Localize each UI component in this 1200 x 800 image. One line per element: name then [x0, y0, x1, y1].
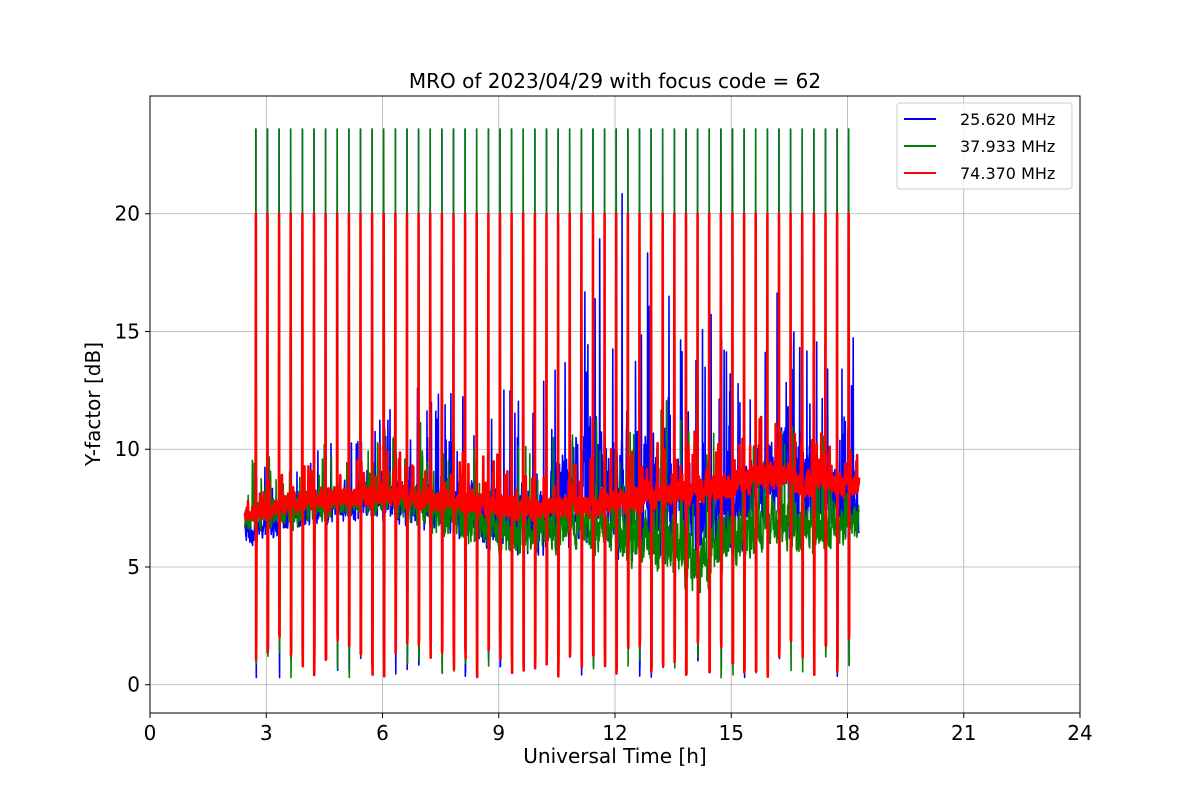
x-tick-label: 21: [951, 721, 976, 745]
y-axis-label: Y-factor [dB]: [81, 342, 105, 467]
legend: 25.620 MHz 37.933 MHz 74.370 MHz: [896, 102, 1073, 190]
x-tick-label: 6: [376, 721, 389, 745]
legend-label: 37.933 MHz: [960, 137, 1055, 156]
legend-items: 25.620 MHz 37.933 MHz 74.370 MHz: [904, 110, 1055, 183]
legend-label: 74.370 MHz: [960, 164, 1055, 183]
x-tick-label: 9: [492, 721, 505, 745]
y-axis-ticks: 0 5 10 15 20: [115, 202, 150, 697]
x-axis-ticks: 0 3 6 9 12 15 18 21 24: [144, 713, 1093, 745]
y-tick-label: 20: [115, 202, 140, 226]
series-layer: [243, 128, 861, 679]
y-tick-label: 5: [127, 555, 140, 579]
legend-box: [896, 102, 1073, 190]
x-tick-label: 12: [602, 721, 627, 745]
x-tick-label: 24: [1067, 721, 1092, 745]
series-line: [243, 212, 861, 679]
x-tick-label: 15: [719, 721, 744, 745]
x-tick-label: 0: [144, 721, 157, 745]
y-tick-label: 15: [115, 319, 140, 343]
x-tick-label: 3: [260, 721, 273, 745]
legend-label: 25.620 MHz: [960, 110, 1055, 129]
y-tick-label: 10: [115, 437, 140, 461]
y-tick-label: 0: [127, 673, 140, 697]
x-axis-label: Universal Time [h]: [523, 744, 706, 768]
chart-title: MRO of 2023/04/29 with focus code = 62: [409, 69, 821, 93]
x-tick-label: 18: [835, 721, 860, 745]
